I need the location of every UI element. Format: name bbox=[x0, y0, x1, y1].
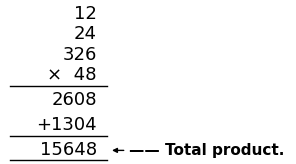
Text: 12: 12 bbox=[74, 5, 97, 23]
Text: 326: 326 bbox=[62, 46, 97, 64]
Text: 24: 24 bbox=[74, 25, 97, 43]
Text: +1304: +1304 bbox=[36, 116, 97, 134]
Text: ×  48: × 48 bbox=[47, 66, 97, 84]
Text: 15648: 15648 bbox=[40, 141, 97, 159]
Text: 2608: 2608 bbox=[51, 91, 97, 109]
Text: —— Total product.: —— Total product. bbox=[129, 143, 284, 158]
